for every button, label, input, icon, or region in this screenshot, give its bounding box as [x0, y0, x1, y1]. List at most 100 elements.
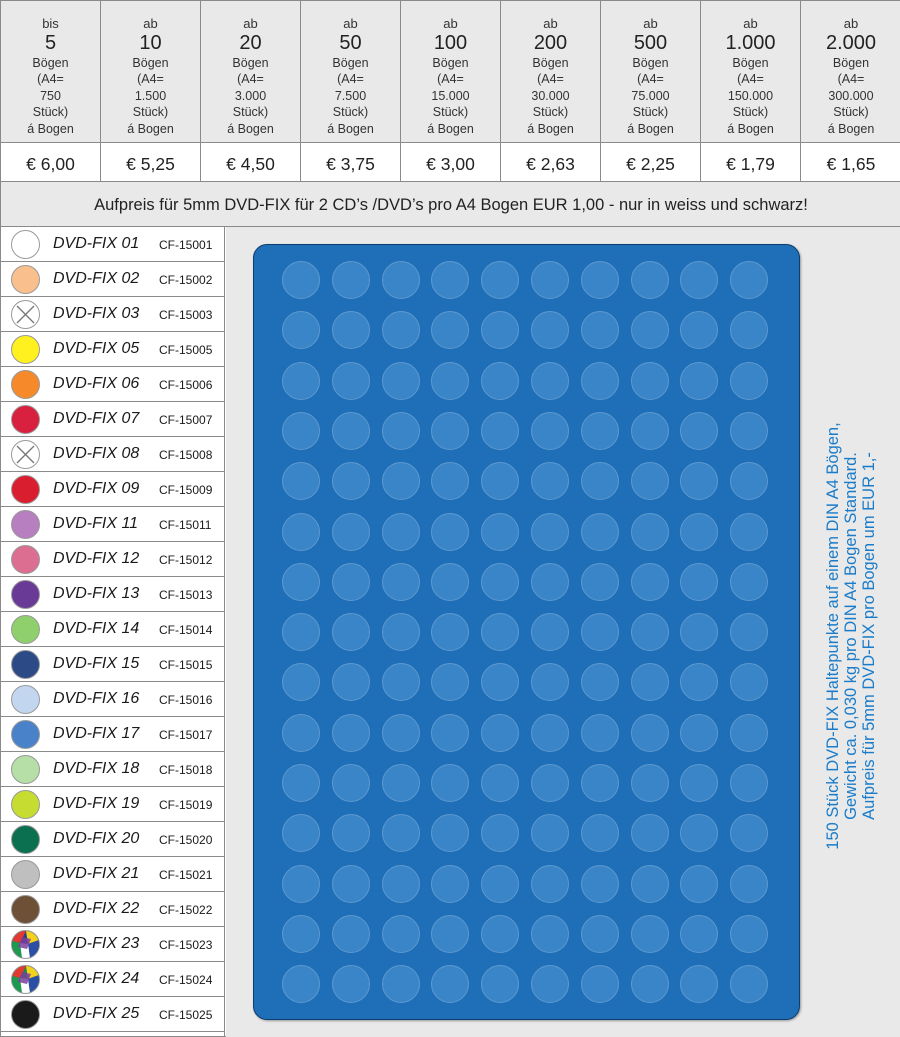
- sheet-dot: [282, 361, 320, 400]
- sheet-dot: [680, 361, 719, 400]
- tier-description: Bögen (A4= 3.000 Stück) á Bogen: [227, 56, 274, 136]
- price-tier-5: bis 5 Bögen (A4= 750 Stück) á Bogen € 6,…: [1, 1, 101, 181]
- color-name: DVD-FIX 23: [53, 935, 140, 952]
- sheet-dot: [431, 562, 470, 601]
- sheet-dot: [431, 411, 470, 450]
- tier-quantity: 50: [339, 32, 362, 54]
- tier-prefix: bis: [42, 16, 59, 31]
- sheet-dot: [580, 764, 619, 802]
- sheet-dot: [580, 864, 619, 903]
- color-name: DVD-FIX 07: [53, 410, 140, 427]
- sheet-dot: [331, 914, 370, 953]
- sheet-dot: [680, 965, 719, 1004]
- color-code: CF-15001: [159, 238, 213, 252]
- sheet-dot: [481, 814, 520, 853]
- sheet-dot: [630, 311, 669, 350]
- sheet-dot: [680, 613, 719, 652]
- sheet-dot: [531, 512, 569, 551]
- sheet-dot: [331, 663, 370, 702]
- sheet-dot: [730, 613, 769, 652]
- price-tier-100: ab 100 Bögen (A4= 15.000 Stück) á Bogen …: [401, 1, 501, 181]
- tier-price: € 4,50: [201, 143, 300, 181]
- sheet-area: [226, 227, 900, 1037]
- tier-description: Bögen (A4= 750 Stück) á Bogen: [27, 56, 74, 136]
- tier-header: bis 5 Bögen (A4= 750 Stück) á Bogen: [1, 1, 100, 143]
- sheet-dot: [580, 462, 619, 501]
- sheet-dot: [431, 462, 470, 501]
- sheet-dot: [580, 613, 619, 652]
- color-name: DVD-FIX 12: [53, 550, 140, 567]
- sheet-dot: [531, 814, 569, 853]
- tier-description: Bögen (A4= 1.500 Stück) á Bogen: [127, 56, 174, 136]
- color-row: DVD-FIX 20 CF-15020: [1, 822, 225, 857]
- tier-quantity: 500: [633, 32, 668, 54]
- sheet-dot: [630, 613, 669, 652]
- tier-prefix: ab: [643, 16, 658, 31]
- sheet-dot: [481, 764, 520, 802]
- price-tier-10: ab 10 Bögen (A4= 1.500 Stück) á Bogen € …: [101, 1, 201, 181]
- transparent-dot-icon: [11, 300, 40, 329]
- color-code: CF-15009: [159, 483, 213, 497]
- a4-sheet-preview: [253, 244, 800, 1020]
- sheet-dot: [431, 914, 470, 953]
- color-code: CF-15013: [159, 588, 213, 602]
- tier-quantity: 1.000: [725, 32, 776, 54]
- sheet-dot: [381, 462, 420, 501]
- tier-price: € 3,00: [401, 143, 500, 181]
- sheet-dot: [730, 914, 769, 953]
- tier-prefix: ab: [343, 16, 358, 31]
- sheet-dot: [531, 764, 569, 802]
- sheet-dot: [331, 361, 370, 400]
- color-name: DVD-FIX 09: [53, 480, 140, 497]
- sheet-dot: [481, 311, 520, 350]
- sheet-dot: [630, 512, 669, 551]
- tier-description: Bögen (A4= 15.000 Stück) á Bogen: [427, 56, 474, 136]
- sheet-dot: [730, 462, 769, 501]
- peach-dot-icon: [11, 265, 40, 294]
- sheet-dot: [580, 713, 619, 752]
- sheet-dot: [580, 512, 619, 551]
- color-name: DVD-FIX 02: [53, 270, 140, 287]
- tier-price: € 6,00: [1, 143, 100, 181]
- sheet-dot: [680, 512, 719, 551]
- price-tier-2000: ab 2.000 Bögen (A4= 300.000 Stück) á Bog…: [801, 1, 900, 181]
- sheet-dot: [630, 965, 669, 1004]
- color-row: DVD-FIX 11 CF-15011: [1, 507, 225, 542]
- sheet-dot: [630, 814, 669, 853]
- sheet-dot: [431, 663, 470, 702]
- tier-quantity: 10: [139, 32, 162, 54]
- color-row: DVD-FIX 21 CF-15021: [1, 857, 225, 892]
- sheet-dot: [282, 613, 320, 652]
- side-note-line: Gewicht ca. 0,030 kg pro DIN A4 Bogen St…: [842, 452, 860, 820]
- tier-header: ab 1.000 Bögen (A4= 150.000 Stück) á Bog…: [701, 1, 800, 143]
- lime-dot-icon: [11, 790, 40, 819]
- color-row: DVD-FIX 23 CF-15023: [1, 927, 225, 962]
- sheet-dot: [730, 361, 769, 400]
- sheet-dot: [580, 261, 619, 299]
- side-note: 150 Stück DVD-FIX Haltepunkte auf einem …: [806, 241, 896, 1031]
- color-row: DVD-FIX 13 CF-15013: [1, 577, 225, 612]
- orange-dot-icon: [11, 370, 40, 399]
- color-row: DVD-FIX 24 CF-15024: [1, 962, 225, 997]
- sheet-dot: [481, 261, 520, 299]
- tier-header: ab 500 Bögen (A4= 75.000 Stück) á Bogen: [601, 1, 700, 143]
- tier-price: € 5,25: [101, 143, 200, 181]
- sheet-dot: [730, 663, 769, 702]
- light-blue-dot-icon: [11, 685, 40, 714]
- sheet-dot: [381, 764, 420, 802]
- sheet-dot: [680, 764, 719, 802]
- tier-prefix: ab: [743, 16, 758, 31]
- tier-price: € 2,63: [501, 143, 600, 181]
- tier-quantity: 200: [533, 32, 568, 54]
- tier-header: ab 50 Bögen (A4= 7.500 Stück) á Bogen: [301, 1, 400, 143]
- color-row: DVD-FIX 02 CF-15002: [1, 262, 225, 297]
- yellow-dot-icon: [11, 335, 40, 364]
- sheet-dot: [331, 613, 370, 652]
- sheet-dot: [431, 361, 470, 400]
- sheet-dot: [730, 764, 769, 802]
- sheet-dot: [531, 713, 569, 752]
- sheet-dot: [680, 462, 719, 501]
- sheet-dot: [431, 512, 470, 551]
- color-code: CF-15018: [159, 763, 213, 777]
- color-name: DVD-FIX 01: [53, 235, 140, 252]
